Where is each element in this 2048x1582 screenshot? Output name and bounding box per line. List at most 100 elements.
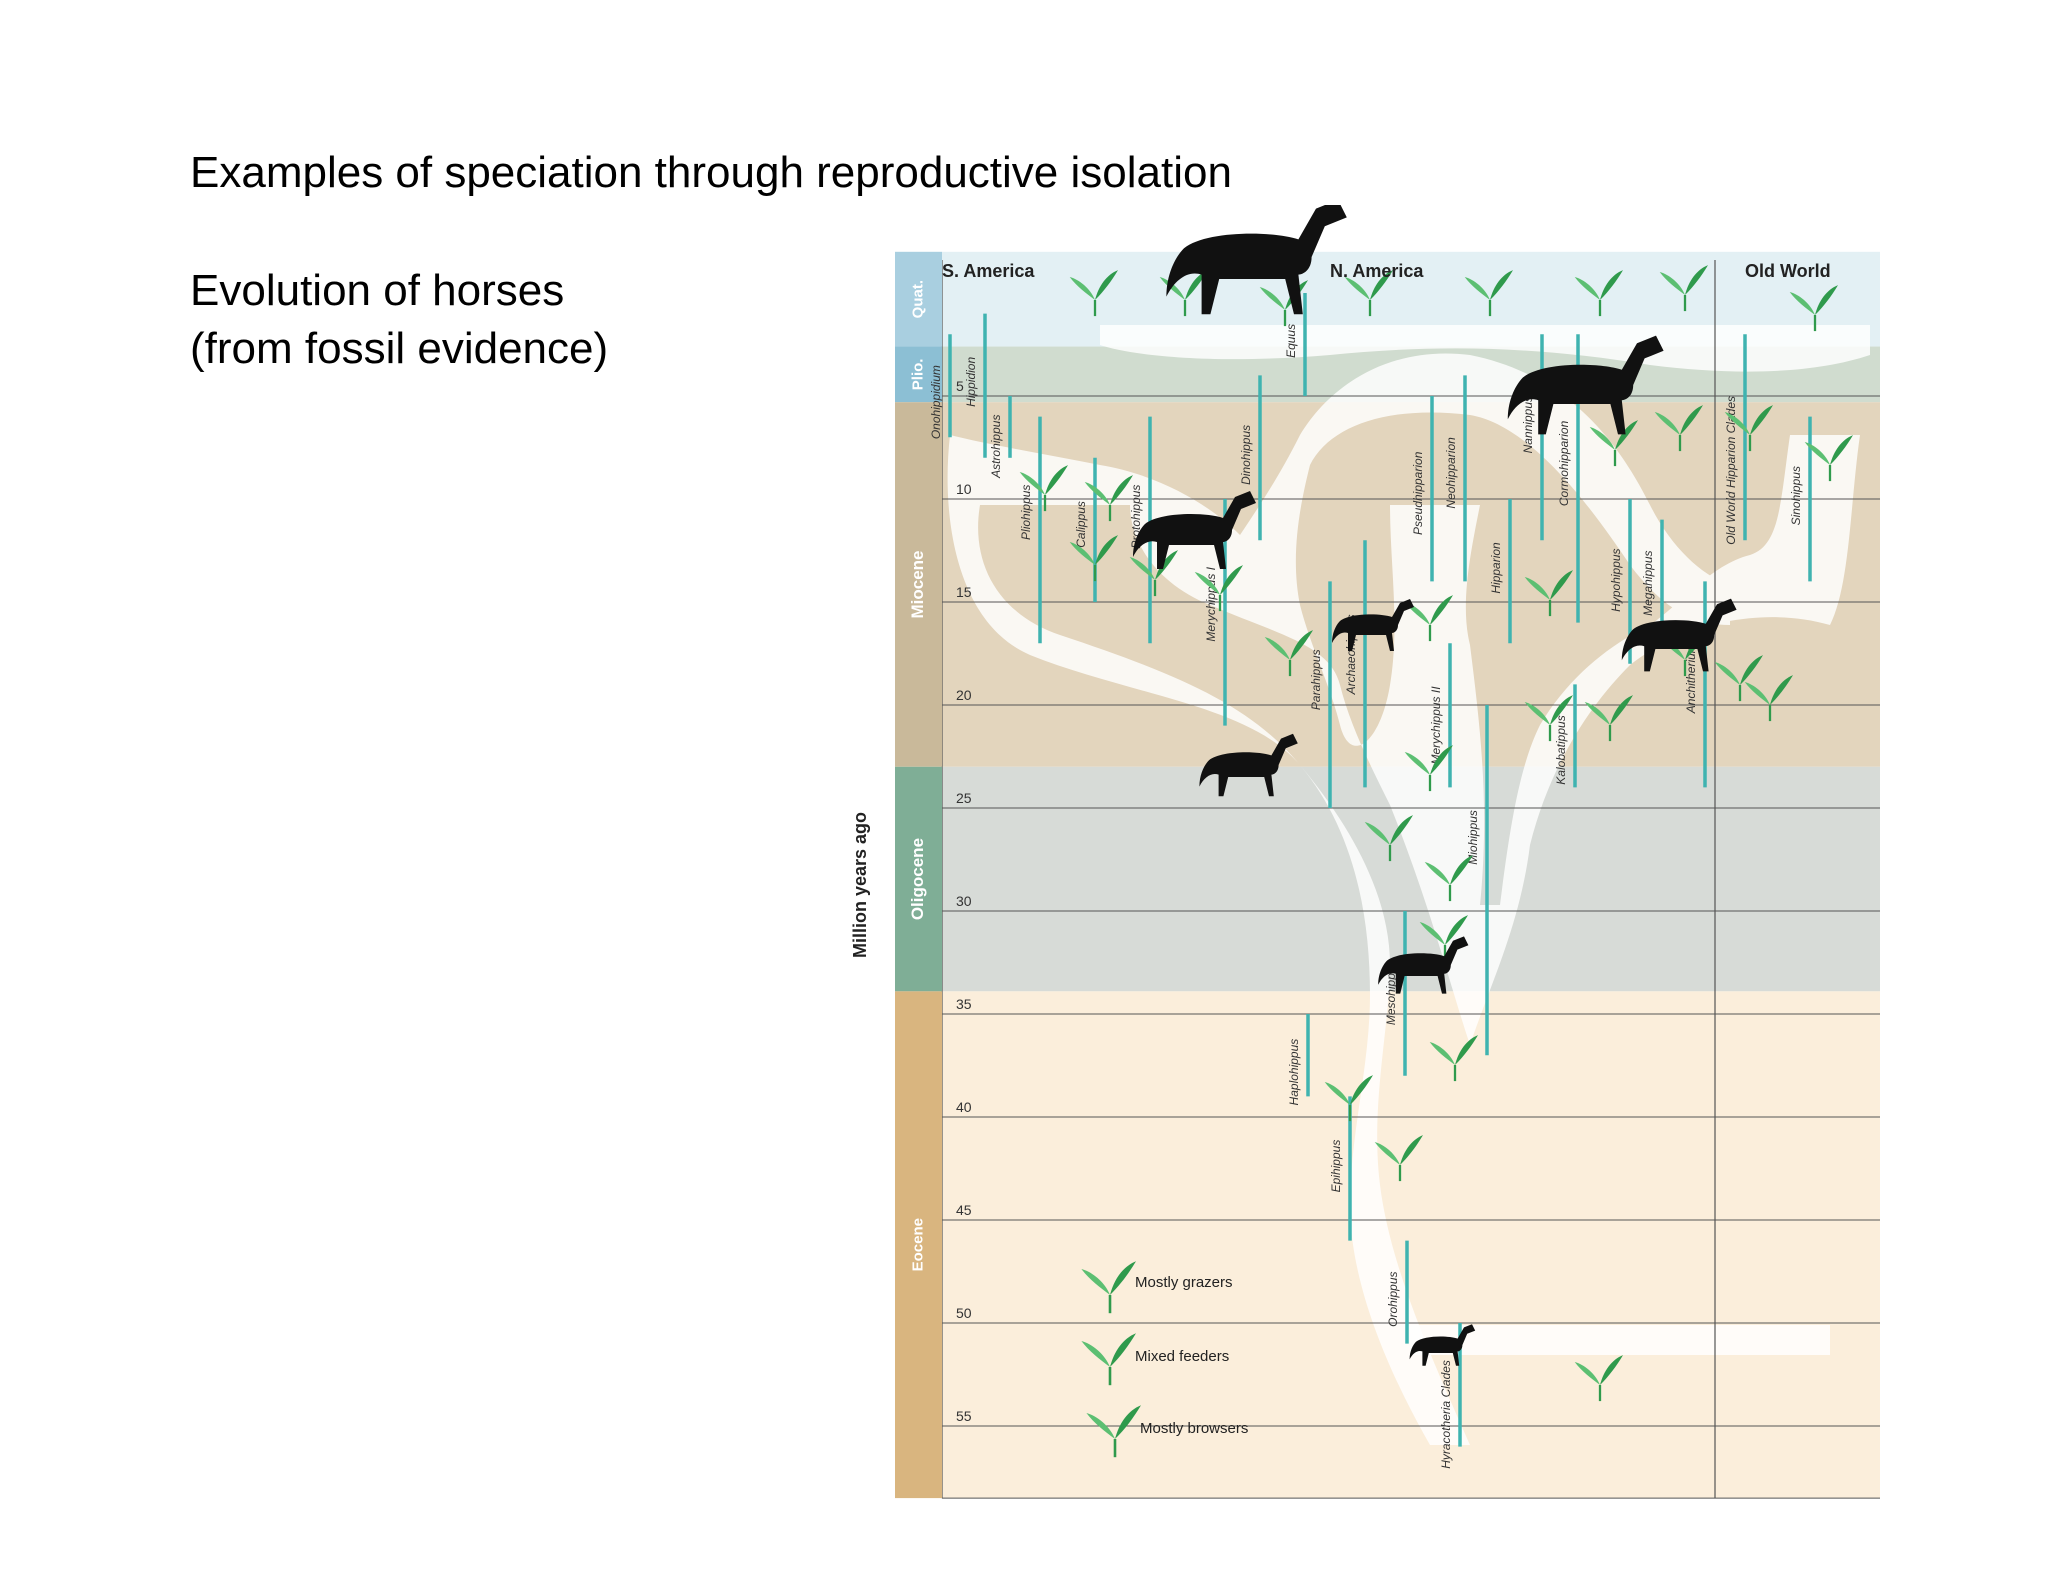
genus-label: Hypohippus bbox=[1609, 548, 1623, 611]
genus-label: Cormohipparion bbox=[1557, 420, 1571, 506]
leaf-icon bbox=[1264, 630, 1313, 677]
tick-label: 35 bbox=[956, 996, 972, 1012]
y-axis-label: Million years ago bbox=[850, 812, 870, 958]
region-label-n-america: N. America bbox=[1330, 261, 1424, 281]
leaf-icon bbox=[1429, 1035, 1478, 1082]
region-label-s-america: S. America bbox=[942, 261, 1035, 281]
slide-subtitle: Evolution of horses (from fossil evidenc… bbox=[190, 262, 608, 378]
genus-label: Calippus bbox=[1074, 501, 1088, 548]
legend: Mostly grazers Mixed feeders Mostly brow… bbox=[1081, 1261, 1248, 1458]
tick-label: 25 bbox=[956, 790, 972, 806]
grazer-leaf-icon bbox=[1081, 1261, 1136, 1314]
legend-icons bbox=[1081, 1261, 1141, 1458]
genus-label: Pliohippus bbox=[1019, 485, 1033, 540]
legend-label-browsers: Mostly browsers bbox=[1140, 1420, 1248, 1437]
mesohippus-horse-silhouette bbox=[1378, 936, 1469, 994]
epoch-band bbox=[942, 991, 1880, 1499]
leaf-icon bbox=[1069, 535, 1118, 582]
leaf-icon bbox=[1724, 405, 1773, 452]
epoch-block bbox=[895, 251, 942, 347]
tick-label: 55 bbox=[956, 1408, 972, 1424]
leaf-icon bbox=[1084, 475, 1133, 522]
leaf-icon bbox=[1194, 565, 1243, 612]
genus-label: Haplohippus bbox=[1287, 1039, 1301, 1106]
legend-label-mixed: Mixed feeders bbox=[1135, 1348, 1229, 1365]
genus-label: Neohipparion bbox=[1444, 437, 1458, 509]
leaf-icon bbox=[1659, 265, 1708, 312]
epoch-block bbox=[895, 991, 942, 1499]
subtitle-line-2: (from fossil evidence) bbox=[190, 324, 609, 373]
lineage-path bbox=[1410, 1325, 1830, 1355]
epoch-block bbox=[895, 402, 942, 767]
epoch-label: Oligocene bbox=[908, 838, 927, 920]
lineage-path bbox=[1100, 325, 1870, 372]
merychippus-horse-silhouette bbox=[1199, 733, 1298, 797]
leaf-icon bbox=[1524, 695, 1573, 742]
tick-label: 30 bbox=[956, 893, 972, 909]
genus-label: Megahippus bbox=[1641, 551, 1655, 616]
leaf-icon bbox=[1344, 270, 1393, 317]
subtitle-line-1: Evolution of horses bbox=[190, 266, 565, 315]
genus-label: Hyracotheria Clades bbox=[1439, 1360, 1453, 1469]
genus-label: Hipparion bbox=[1489, 542, 1503, 594]
tick-label: 20 bbox=[956, 687, 972, 703]
genus-lines: Onohippidium Hippidion Astrohippus Pliohipp… bbox=[929, 293, 1812, 1469]
genus-label: Hippidion bbox=[964, 357, 978, 407]
leaf-icon bbox=[1804, 435, 1853, 482]
leaf-icon bbox=[1789, 285, 1838, 332]
leaf-icon bbox=[1574, 1355, 1623, 1402]
cormohipparion-horse-silhouette bbox=[1507, 335, 1664, 435]
tick-label: 45 bbox=[956, 1202, 972, 1218]
dinohippus-horse-silhouette bbox=[1133, 491, 1256, 569]
region-label-old-world: Old World bbox=[1745, 261, 1831, 281]
tick-label: 40 bbox=[956, 1099, 972, 1115]
genus-label: Equus bbox=[1284, 324, 1298, 358]
genus-label: Anchitherium bbox=[1684, 643, 1698, 714]
parahippus-horse-silhouette bbox=[1332, 599, 1414, 651]
leaf-icon bbox=[1574, 270, 1623, 317]
tick-label: 15 bbox=[956, 584, 972, 600]
leaf-icon bbox=[1364, 815, 1413, 862]
equus-horse-silhouette bbox=[1166, 205, 1347, 315]
horse-evolution-diagram: Quat. Plio. Miocene Oligocene Eocene 5 10 15 20… bbox=[850, 205, 1880, 1499]
leaf-icon bbox=[1584, 695, 1633, 742]
leaf-icon bbox=[1589, 420, 1638, 467]
slide-title: Examples of speciation through reproduct… bbox=[190, 148, 1232, 197]
browser-leaf-icon bbox=[1086, 1405, 1141, 1458]
leaf-icon bbox=[1524, 570, 1573, 617]
leaf-icon bbox=[1069, 270, 1118, 317]
genus-label: Merychippus I bbox=[1204, 566, 1218, 641]
mixed-feeder-leaf-icon bbox=[1081, 1333, 1136, 1386]
genus-label: Dinohippus bbox=[1239, 425, 1253, 485]
genus-label: Merychippus II bbox=[1429, 686, 1443, 765]
horse-silhouettes bbox=[1133, 205, 1737, 1366]
genus-label: Mesohippus bbox=[1384, 960, 1398, 1025]
epoch-column: Quat. Plio. Miocene Oligocene Eocene bbox=[895, 251, 942, 1499]
epoch-block bbox=[895, 766, 942, 992]
genus-label: Old World Hipparion Clades bbox=[1724, 396, 1738, 545]
leaf-icon bbox=[1424, 855, 1473, 902]
tick-labels: 5 10 15 20 25 30 35 40 45 50 55 bbox=[956, 378, 972, 1424]
genus-label: Parahippus bbox=[1309, 649, 1323, 710]
genus-label: Nannippus bbox=[1521, 396, 1535, 453]
legend-label-grazers: Mostly grazers bbox=[1135, 1274, 1233, 1291]
epoch-block bbox=[895, 346, 942, 403]
hyracotherium-horse-silhouette bbox=[1409, 1324, 1476, 1366]
genus-label: Orohippus bbox=[1386, 1272, 1400, 1327]
tick-label: 5 bbox=[956, 378, 964, 394]
leaf-icon bbox=[1654, 405, 1703, 452]
leaf-icon bbox=[1129, 550, 1178, 597]
leaf-icon bbox=[1324, 1075, 1373, 1122]
leaf-icon bbox=[1404, 745, 1453, 792]
epoch-label: Quat. bbox=[909, 280, 926, 318]
genus-label: Kalobatippus bbox=[1554, 715, 1568, 784]
genus-label: Epihippus bbox=[1329, 1140, 1343, 1193]
genus-label: Pseudhipparion bbox=[1411, 451, 1425, 535]
tick-label: 50 bbox=[956, 1305, 972, 1321]
epoch-label: Eocene bbox=[909, 1218, 926, 1271]
genus-label: Onohippidium bbox=[929, 365, 943, 439]
tick-label: 10 bbox=[956, 481, 972, 497]
anchitherium-horse-silhouette bbox=[1621, 598, 1737, 672]
leaf-icon bbox=[1464, 270, 1513, 317]
leaf-icon bbox=[1744, 675, 1793, 722]
